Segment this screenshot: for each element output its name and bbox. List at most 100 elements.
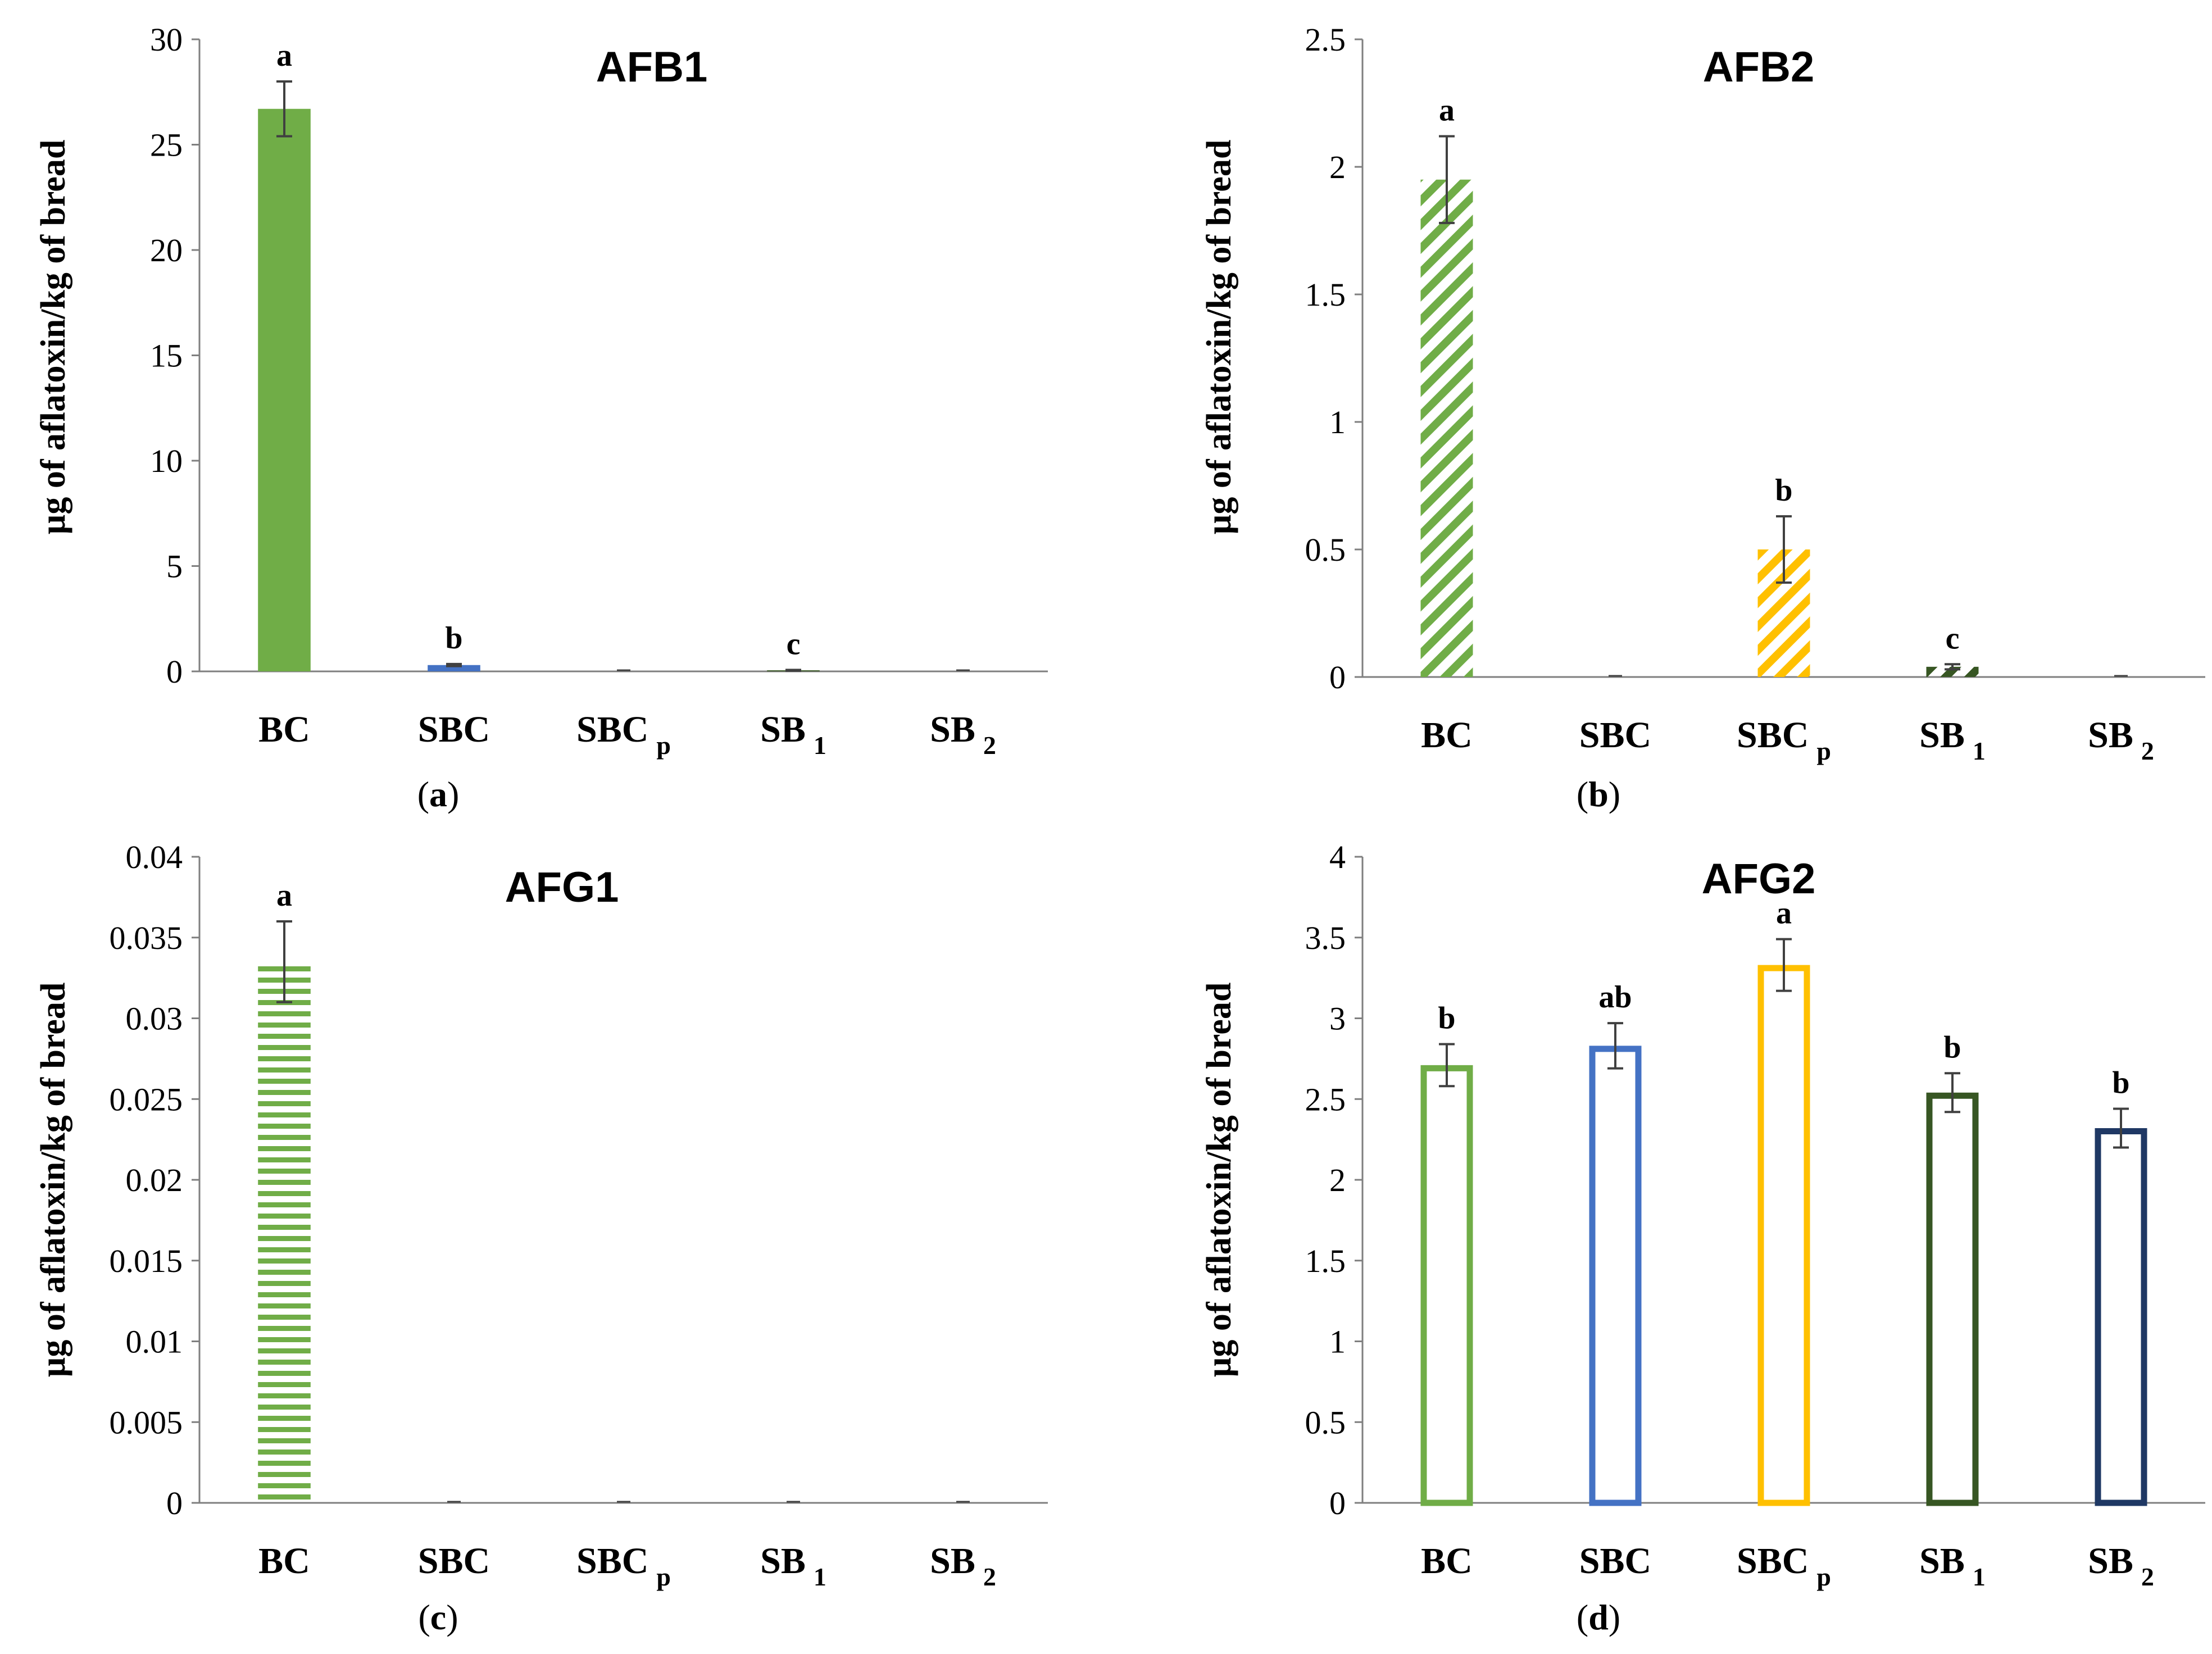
error-bar [446,662,462,667]
y-tick-label: 4 [1329,839,1346,875]
y-tick-label: 25 [150,127,183,163]
y-tick-label: 1 [1329,1324,1346,1360]
y-tick-label: 0 [166,653,183,690]
x-tick-label: SBC p [576,1541,671,1591]
y-axis-label: µg of aflatoxin/kg of bread [1200,140,1238,535]
error-bar [1439,135,1455,224]
bar [2095,1128,2147,1506]
bar [1420,1065,1473,1506]
y-tick-label: 2 [1329,1162,1346,1198]
y-tick-label: 20 [150,232,183,269]
bar [1420,179,1473,677]
significance-label: b [1438,1001,1455,1036]
x-tick-label: BC [258,709,310,750]
x-tick-label: SBC p [576,709,671,760]
error-bar [1776,938,1792,992]
y-tick-label: 1.5 [1305,276,1346,313]
significance-label: b [1775,473,1792,508]
x-tick-label: BC [1421,715,1473,756]
bar [1589,1046,1642,1506]
x-tick-label: SB 1 [1919,715,1986,765]
chart-title: AFB2 [1703,43,1814,91]
y-tick-label: 10 [150,443,183,479]
panel-label: (c) [418,1597,458,1637]
y-tick-label: 2.5 [1305,21,1346,58]
x-tick-label: SB 2 [930,1541,996,1591]
y-axis-label: µg of aflatoxin/kg of bread [1200,983,1238,1378]
x-tick-label: SBC p [1737,715,1831,765]
error-bar [2113,1107,2129,1149]
significance-label: a [276,878,292,913]
y-tick-label: 0.5 [1305,531,1346,568]
y-tick-label: 1 [1329,404,1346,440]
panel-c: 0 0.005 0.01 0.015 0.02 0.025 0.03 0.035 0.04 AFG… [34,839,1048,1637]
significance-label: c [1946,621,1960,656]
y-tick-label: 0 [1329,659,1346,696]
bar [428,665,480,671]
panel-label: (a) [417,774,460,814]
significance-label: ab [1598,980,1632,1015]
chart-title: AFB1 [596,43,707,91]
y-tick-label: 0.03 [126,1001,183,1037]
significance-label: b [2112,1066,2129,1101]
panel-label: (b) [1577,774,1620,814]
y-tick-label: 5 [166,548,183,585]
bar [1926,666,1979,677]
y-tick-label: 0 [1329,1485,1346,1521]
bar [258,961,311,1503]
y-tick-label: 30 [150,21,183,58]
chart-title: AFG1 [505,864,619,911]
y-tick-label: 0.035 [110,920,183,956]
x-tick-label: SBC [418,1541,490,1582]
x-tick-label: SBC [418,709,490,750]
x-tick-label: SBC p [1737,1541,1831,1591]
y-tick-label: 0 [166,1485,183,1521]
y-axis-label: µg of aflatoxin/kg of bread [34,983,72,1378]
significance-label: a [1439,93,1455,128]
y-tick-label: 0.04 [126,839,183,875]
y-tick-label: 0.005 [110,1404,183,1441]
y-tick-label: 0.5 [1305,1404,1346,1441]
error-bar [276,920,292,1003]
panel-label: (d) [1577,1597,1620,1637]
y-tick-label: 1.5 [1305,1243,1346,1279]
y-tick-label: 0.01 [126,1324,183,1360]
x-tick-label: SB 1 [760,1541,826,1591]
y-tick-label: 2 [1329,149,1346,185]
error-bar [276,80,292,138]
x-tick-label: BC [1421,1541,1473,1582]
x-tick-label: SB 1 [760,709,826,760]
y-tick-label: 15 [150,338,183,374]
panel-d: 0 0.5 1 1.5 2 2.5 3 3.5 4 AFG2 µg of aflatoxin/kg … [1200,839,2205,1637]
x-tick-label: BC [258,1541,310,1582]
y-tick-label: 2.5 [1305,1081,1346,1117]
significance-label: a [1776,896,1792,931]
error-bar [1439,1043,1455,1088]
bar [258,108,311,671]
y-axis-label: µg of aflatoxin/kg of bread [34,140,72,535]
error-bar [1776,515,1792,584]
error-bar [785,669,801,672]
x-tick-label: SB 2 [2088,1541,2154,1591]
error-bar [1607,1022,1623,1070]
panel-a: 0 5 10 15 20 25 30 AFB1 µg of aflatoxin/kg of br… [34,21,1048,814]
error-bar [1945,663,1960,671]
bar [1926,1092,1979,1506]
x-tick-label: SBC [1579,715,1651,756]
bar [1757,965,1810,1506]
y-tick-label: 0.02 [126,1162,183,1198]
x-tick-label: SBC [1579,1541,1651,1582]
y-tick-label: 3 [1329,1001,1346,1037]
y-tick-label: 3.5 [1305,920,1346,956]
x-tick-label: SB 2 [2088,715,2154,765]
significance-label: c [787,626,801,661]
significance-label: a [276,38,292,73]
y-tick-label: 0.015 [110,1243,183,1279]
significance-label: b [445,621,462,656]
panel-b: 0 0.5 1 1.5 2 2.5 AFB2 µg of aflatoxin/kg of br… [1200,21,2205,814]
x-tick-label: SB 2 [930,709,996,760]
x-tick-label: SB 1 [1919,1541,1986,1591]
significance-label: b [1943,1030,1961,1065]
y-tick-label: 0.025 [110,1081,183,1117]
